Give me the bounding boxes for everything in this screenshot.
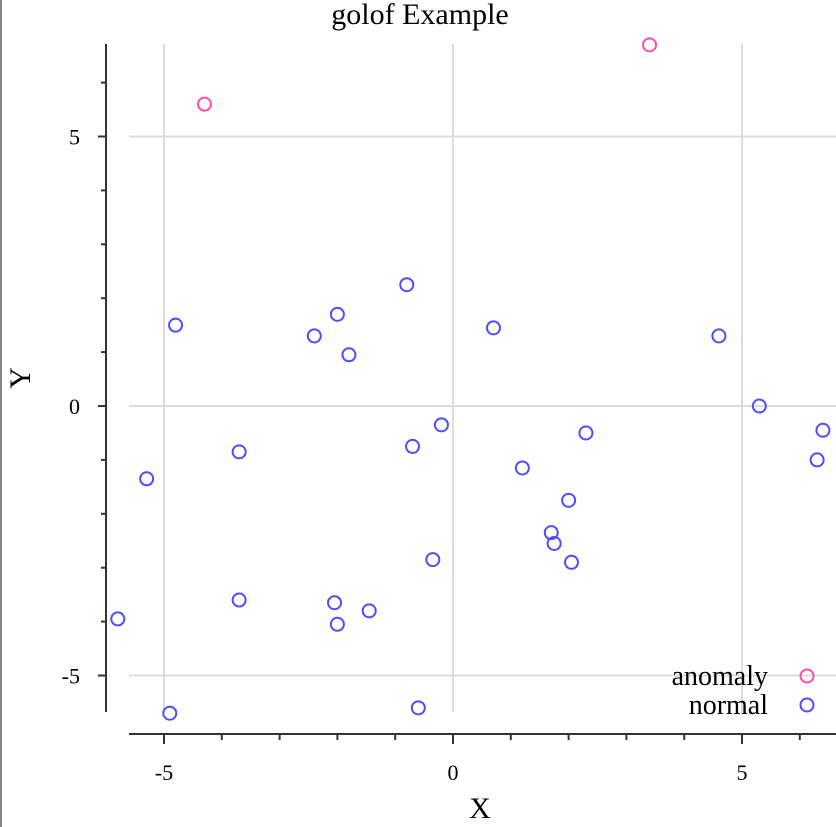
- normal-point: [231, 592, 247, 608]
- normal-point: [162, 705, 178, 721]
- x-tick-label: 0: [448, 760, 459, 785]
- normal-point: [485, 320, 501, 336]
- anomaly-point: [196, 96, 212, 112]
- normal-point: [425, 552, 441, 568]
- normal-point: [327, 595, 343, 611]
- normal-point: [341, 347, 357, 363]
- normal-point: [578, 425, 594, 441]
- normal-point: [110, 611, 126, 627]
- normal-point: [751, 398, 767, 414]
- normal-point: [809, 452, 825, 468]
- y-axis-label: Y: [4, 367, 37, 389]
- x-axis-label: X: [469, 792, 491, 825]
- x-tick-label: 5: [737, 760, 748, 785]
- gridlines: [129, 44, 836, 712]
- data-points: [110, 37, 831, 721]
- normal-point: [361, 603, 377, 619]
- normal-point: [433, 417, 449, 433]
- normal-point: [563, 554, 579, 570]
- normal-point: [410, 700, 426, 716]
- normal-point: [711, 328, 727, 344]
- normal-point: [139, 471, 155, 487]
- normal-point: [329, 306, 345, 322]
- normal-point: [543, 525, 559, 541]
- y-tick-label: 0: [69, 394, 80, 419]
- legend-label-normal: normal: [689, 690, 769, 721]
- normal-point: [815, 422, 831, 438]
- legend-marker-anomaly: [799, 668, 815, 684]
- normal-point: [561, 492, 577, 508]
- normal-point: [546, 535, 562, 551]
- legend-marker-normal: [799, 697, 815, 713]
- normal-point: [306, 328, 322, 344]
- chart-title: golof Example: [331, 0, 508, 31]
- legend-label-anomaly: anomaly: [672, 661, 768, 692]
- normal-point: [405, 438, 421, 454]
- normal-point: [514, 460, 530, 476]
- normal-point: [168, 317, 184, 333]
- x-tick-label: -5: [155, 760, 173, 785]
- anomaly-point: [642, 37, 658, 53]
- normal-point: [231, 444, 247, 460]
- axes: -5 0 5 -5 0 5: [62, 44, 836, 785]
- normal-point: [399, 277, 415, 293]
- y-tick-label: -5: [62, 664, 80, 689]
- normal-point: [329, 616, 345, 632]
- y-tick-label: 5: [69, 125, 80, 150]
